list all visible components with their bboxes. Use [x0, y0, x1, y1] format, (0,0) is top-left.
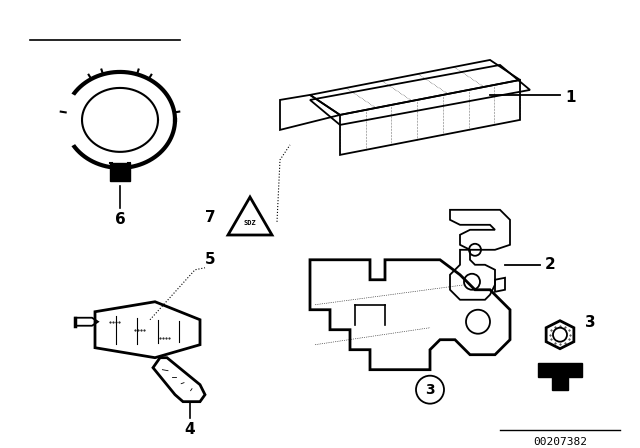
Text: SDZ: SDZ: [244, 220, 257, 226]
Text: 5: 5: [205, 252, 216, 267]
Text: 4: 4: [185, 422, 195, 437]
Polygon shape: [538, 363, 582, 390]
Text: 1: 1: [565, 90, 575, 105]
Text: 00207382: 00207382: [533, 437, 587, 447]
Text: 3: 3: [585, 315, 596, 330]
Text: 3: 3: [425, 383, 435, 396]
Text: 6: 6: [115, 212, 125, 227]
Polygon shape: [110, 163, 130, 181]
Text: 2: 2: [545, 257, 556, 272]
Text: 7: 7: [205, 210, 215, 225]
